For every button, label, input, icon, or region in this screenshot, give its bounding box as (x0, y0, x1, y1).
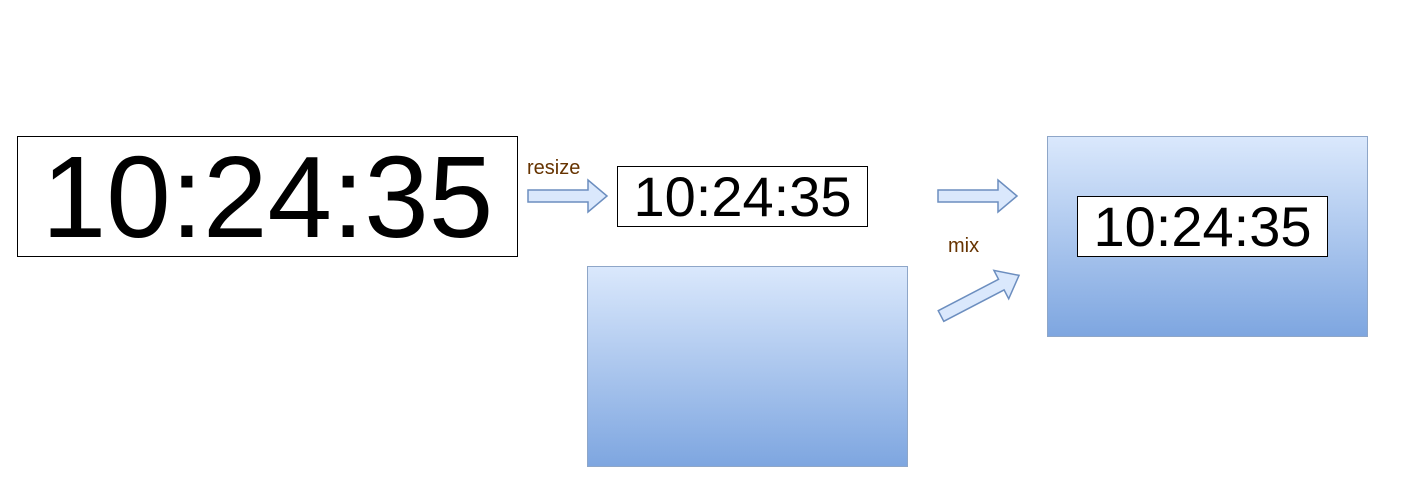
mix-arrow-icon (937, 269, 1021, 323)
mixed-time-box: 10:24:35 (1077, 196, 1328, 257)
overlay-arrow-icon (937, 178, 1019, 214)
resize-arrow-icon (527, 178, 609, 214)
background-gradient-frame (587, 266, 908, 467)
mix-label: mix (948, 235, 980, 257)
resize-label: resize (527, 157, 581, 179)
source-time-box: 10:24:35 (17, 136, 518, 257)
resized-time-box: 10:24:35 (617, 166, 868, 227)
